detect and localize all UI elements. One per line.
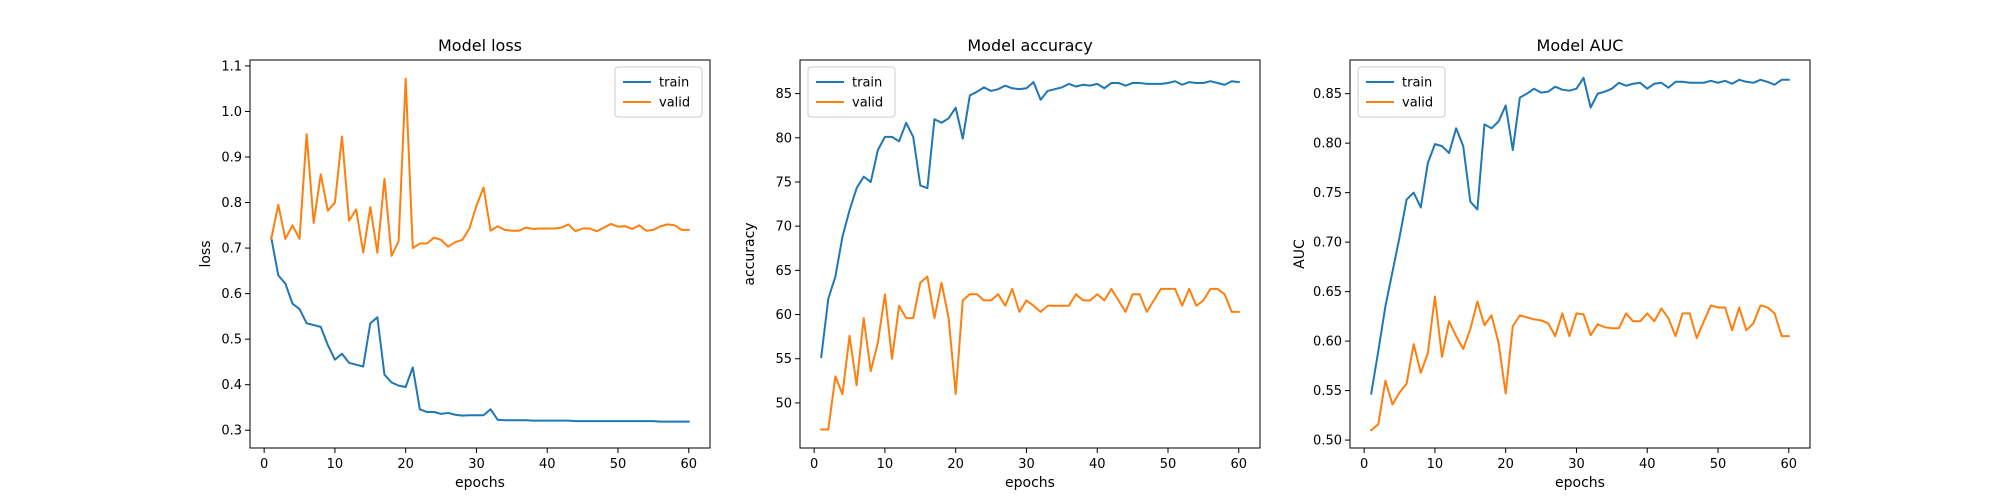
- y-axis-label: loss: [198, 240, 214, 267]
- x-tick-label: 20: [1497, 457, 1514, 472]
- chart-title: Model loss: [438, 36, 522, 55]
- x-tick-label: 10: [877, 457, 894, 472]
- axes-frame: [1349, 59, 1811, 449]
- x-tick-label: 0: [1360, 457, 1368, 472]
- legend-frame: [807, 66, 896, 118]
- y-tick-label: 0.4: [221, 378, 242, 393]
- legend-label-valid: valid: [852, 96, 883, 111]
- series-line-train: [1370, 76, 1790, 395]
- legend-label-train: train: [659, 76, 689, 91]
- y-tick-label: 0.5: [221, 333, 242, 348]
- legend-label-train: train: [852, 76, 882, 91]
- y-tick-label: 75: [775, 175, 792, 190]
- y-tick-label: 0.70: [1313, 236, 1342, 251]
- x-tick-label: 20: [397, 457, 414, 472]
- legend-label-valid: valid: [1402, 96, 1433, 111]
- chart-title: Model AUC: [1537, 36, 1624, 55]
- y-tick-label: 0.50: [1313, 434, 1342, 449]
- y-tick-label: 0.6: [221, 287, 242, 302]
- x-tick-label: 50: [610, 457, 627, 472]
- x-axis-label: epochs: [1555, 475, 1605, 491]
- series-line-valid: [270, 77, 690, 257]
- x-tick-label: 30: [468, 457, 485, 472]
- x-tick-label: 40: [539, 457, 556, 472]
- axes-frame: [799, 59, 1261, 449]
- legend: train valid: [807, 66, 896, 118]
- legend-label-valid: valid: [659, 96, 690, 111]
- x-axis-label: epochs: [1005, 475, 1055, 491]
- series-lines: [270, 77, 690, 423]
- x-tick-label: 30: [1568, 457, 1585, 472]
- legend: train valid: [1357, 66, 1446, 118]
- y-tick-label: 0.75: [1313, 186, 1342, 201]
- y-tick-label: 65: [775, 264, 792, 279]
- legend-frame: [1357, 66, 1446, 118]
- x-tick-label: 50: [1160, 457, 1177, 472]
- x-tick-label: 60: [1780, 457, 1797, 472]
- chart-panel-1: 0 10 20 30 40 50 60 0.3 0.4 0.5 0.6 0.7 0.8 0.9 1.0 1.1…: [198, 36, 711, 491]
- y-tick-label: 55: [775, 352, 792, 367]
- series-line-valid: [1369, 295, 1790, 432]
- x-tick-label: 0: [260, 457, 268, 472]
- y-tick-label: 80: [775, 131, 792, 146]
- y-axis-label: AUC: [1292, 239, 1308, 269]
- x-tick-label: 30: [1018, 457, 1035, 472]
- x-tick-label: 40: [1089, 457, 1106, 472]
- x-tick-label: 60: [680, 457, 697, 472]
- y-tick-label: 0.65: [1313, 285, 1342, 300]
- y-tick-label: 0.80: [1313, 137, 1342, 152]
- x-tick-label: 20: [947, 457, 964, 472]
- y-tick-label: 60: [775, 308, 792, 323]
- y-tick-label: 0.60: [1313, 335, 1342, 350]
- x-tick-label: 10: [327, 457, 344, 472]
- series-line-train: [270, 236, 690, 423]
- y-tick-label: 0.55: [1313, 384, 1342, 399]
- chart-panel-3: 0 10 20 30 40 50 60 0.50 0.55 0.60 0.65 0.70 0.75 0.8…: [1292, 36, 1811, 491]
- x-tick-label: 60: [1230, 457, 1247, 472]
- y-tick-label: 0.3: [221, 424, 242, 439]
- x-tick-label: 40: [1639, 457, 1656, 472]
- axes-frame: [249, 59, 711, 449]
- series-lines: [820, 80, 1240, 431]
- series-line-train: [820, 80, 1240, 359]
- y-tick-label: 0.7: [221, 242, 242, 257]
- x-tick-label: 0: [810, 457, 818, 472]
- y-tick-label: 1.0: [221, 105, 242, 120]
- y-tick-label: 0.9: [221, 151, 242, 166]
- legend-label-train: train: [1402, 76, 1432, 91]
- y-tick-label: 0.8: [221, 196, 242, 211]
- series-lines: [1369, 76, 1790, 432]
- y-axis-label: accuracy: [742, 222, 758, 285]
- y-tick-label: 1.1: [221, 59, 242, 74]
- y-tick-label: 50: [775, 396, 792, 411]
- x-tick-label: 50: [1710, 457, 1727, 472]
- y-tick-label: 85: [775, 87, 792, 102]
- series-line-valid: [820, 275, 1240, 431]
- y-tick-label: 0.85: [1313, 87, 1342, 102]
- legend-frame: [614, 66, 703, 118]
- x-tick-label: 10: [1427, 457, 1444, 472]
- chart-panel-2: 0 10 20 30 40 50 60 50 55 60 65 70 75 80 85 Model accur…: [742, 36, 1261, 491]
- chart-title: Model accuracy: [967, 36, 1092, 55]
- legend: train valid: [614, 66, 703, 118]
- y-tick-label: 70: [775, 220, 792, 235]
- x-axis-label: epochs: [455, 475, 505, 491]
